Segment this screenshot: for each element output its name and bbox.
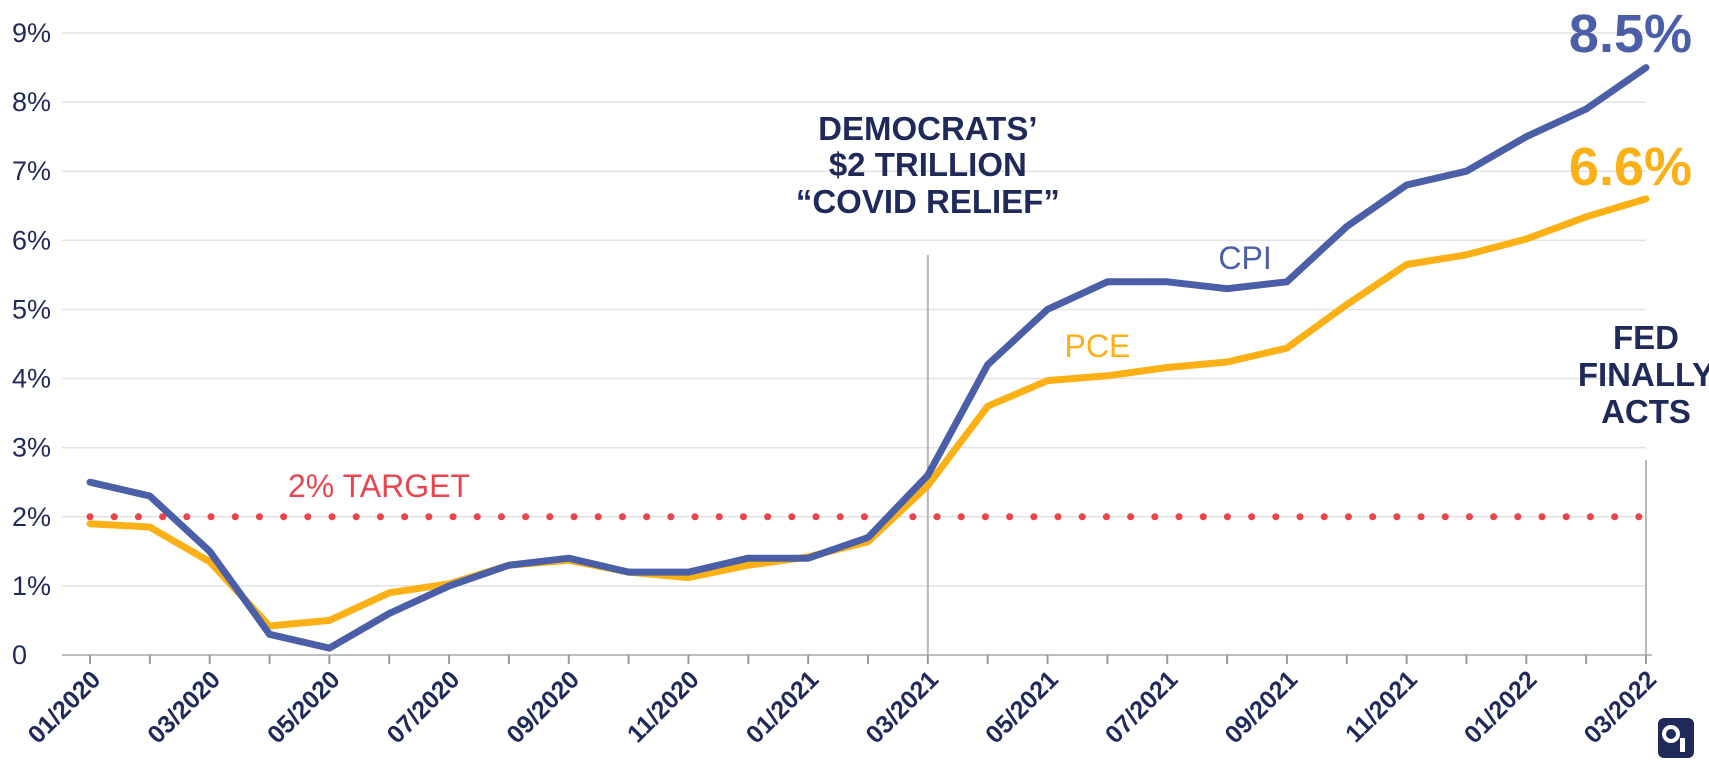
- annotation-text: FINALLY: [1578, 356, 1709, 393]
- y-tick-label: 9%: [12, 18, 51, 48]
- y-tick-label: 3%: [12, 433, 51, 463]
- x-tick-label: 03/2022: [1579, 665, 1663, 749]
- y-tick-label: 0: [12, 640, 27, 670]
- x-tick-label: 11/2020: [622, 665, 705, 748]
- x-tick-label: 01/2020: [23, 665, 107, 749]
- target-line: 2% TARGET: [86, 468, 1650, 521]
- y-tick-label: 5%: [12, 294, 51, 324]
- elephant-logo-icon: [1658, 718, 1694, 758]
- x-tick-label: 09/2021: [1219, 665, 1303, 749]
- end-label-cpi: 8.5%: [1569, 4, 1692, 64]
- annotation-text: $2 TRILLION: [829, 146, 1027, 183]
- series-label-pce: PCE: [1064, 328, 1130, 364]
- y-tick-label: 7%: [12, 156, 51, 186]
- x-tick-label: 11/2021: [1340, 665, 1423, 748]
- x-tick-label: 09/2020: [501, 665, 585, 749]
- y-tick-label: 4%: [12, 364, 51, 394]
- annotation-text: “COVID RELIEF”: [796, 183, 1060, 220]
- annotation-lines: [926, 255, 1647, 655]
- end-label-pce: 6.6%: [1569, 137, 1692, 197]
- annotation-text: ACTS: [1601, 393, 1691, 430]
- x-tick-label: 05/2020: [262, 665, 346, 749]
- x-tick-label: 03/2021: [860, 665, 944, 749]
- x-tick-label: 03/2020: [142, 665, 226, 749]
- x-tick-label: 01/2022: [1459, 665, 1543, 749]
- y-tick-label: 6%: [12, 225, 51, 255]
- annotation-text: FED: [1613, 319, 1679, 356]
- chart-labels: DEMOCRATS’$2 TRILLION“COVID RELIEF” FEDFI…: [796, 4, 1709, 430]
- x-tick-label: 07/2021: [1100, 665, 1184, 749]
- x-tick-label: 05/2021: [980, 665, 1064, 749]
- annotation-text: DEMOCRATS’: [818, 110, 1037, 147]
- series-lines: [86, 64, 1650, 652]
- y-tick-label: 8%: [12, 87, 51, 117]
- series-label-cpi: CPI: [1218, 240, 1271, 276]
- target-label: 2% TARGET: [288, 468, 470, 504]
- x-tick-label: 01/2021: [741, 665, 825, 749]
- x-tick-label: 07/2020: [382, 665, 466, 749]
- series-line-cpi: [86, 64, 1650, 652]
- x-axis: 01/2020 03/2020 05/2020 07/2020 09/2020 11/20…: [23, 654, 1663, 749]
- series-line-pce: [86, 195, 1650, 630]
- y-tick-label: 2%: [12, 502, 51, 532]
- gridlines: [62, 32, 1646, 587]
- y-axis-ticks: 0 1% 2% 3% 4% 5% 6% 7% 8% 9%: [12, 18, 51, 670]
- y-tick-label: 1%: [12, 571, 51, 601]
